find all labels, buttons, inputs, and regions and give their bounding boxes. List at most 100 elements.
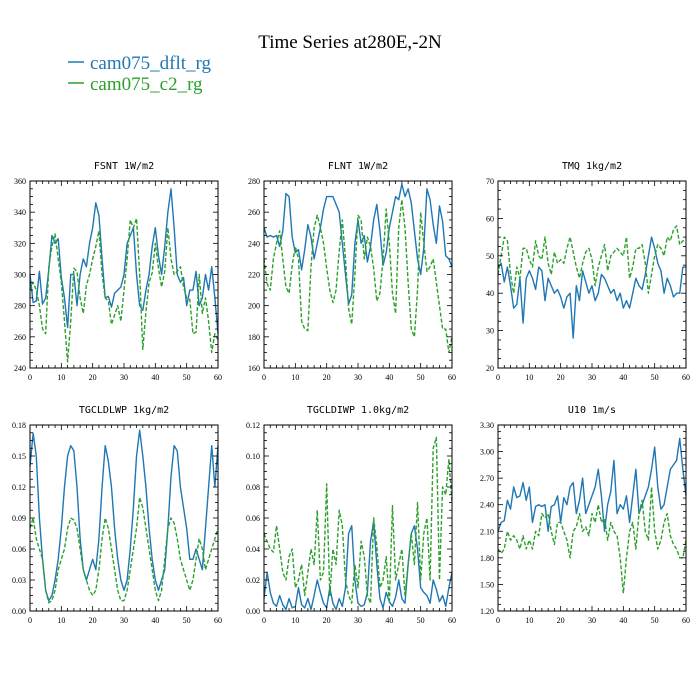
x-tick-label: 0 xyxy=(262,373,266,382)
x-tick-label: 10 xyxy=(525,616,533,625)
y-tick-label: 20 xyxy=(486,364,494,373)
y-tick-label: 200 xyxy=(248,302,260,311)
legend: cam075_dflt_rg cam075_c2_rg xyxy=(68,53,212,95)
y-tick-label: 60 xyxy=(486,214,494,223)
legend-label-dflt: cam075_dflt_rg xyxy=(90,53,212,74)
x-tick-label: 40 xyxy=(151,373,159,382)
x-tick-label: 40 xyxy=(385,616,393,625)
panel-title: FSNT 1W/m2 xyxy=(94,161,154,172)
x-tick-label: 40 xyxy=(619,616,627,625)
panel-title: TMQ 1kg/m2 xyxy=(562,161,622,172)
x-tick-label: 30 xyxy=(120,616,128,625)
x-tick-label: 60 xyxy=(448,373,456,382)
x-tick-label: 20 xyxy=(557,616,565,625)
x-tick-label: 30 xyxy=(588,373,596,382)
y-tick-label: 3.00 xyxy=(480,448,494,457)
y-tick-label: 30 xyxy=(486,327,494,336)
y-tick-label: 0.10 xyxy=(246,452,260,461)
x-tick-label: 50 xyxy=(651,616,659,625)
panel-2: FLNT 1W/m2 0 10 20 30 40 50 60 160 180 200 220 240 26… xyxy=(248,161,456,382)
y-tick-label: 0.03 xyxy=(12,576,26,585)
series-line-cam075_c2_rg xyxy=(29,217,219,363)
panel-title: FLNT 1W/m2 xyxy=(328,161,388,172)
x-tick-label: 30 xyxy=(354,616,362,625)
x-tick-label: 0 xyxy=(28,616,32,625)
y-tick-label: 2.40 xyxy=(480,501,494,510)
x-tick-label: 20 xyxy=(557,373,565,382)
series-line-cam075_dflt_rg xyxy=(497,236,686,339)
y-tick-label: 0.02 xyxy=(246,576,260,585)
y-tick-label: 220 xyxy=(248,271,260,280)
panel-3: TMQ 1kg/m2 0 10 20 30 40 50 60 20 30 40 50 60 70 xyxy=(486,161,690,382)
x-tick-label: 60 xyxy=(682,616,690,625)
y-tick-label: 0.18 xyxy=(12,421,26,430)
x-tick-label: 20 xyxy=(323,373,331,382)
panel-title: TGCLDLWP 1kg/m2 xyxy=(79,405,169,416)
y-tick-label: 0.06 xyxy=(246,514,260,523)
series-line-cam075_c2_rg xyxy=(29,496,219,604)
series-line-cam075_c2_rg xyxy=(497,225,686,294)
figure-title: Time Series at280E,-2N xyxy=(258,32,442,53)
x-tick-label: 50 xyxy=(183,616,191,625)
series-line-cam075_dflt_rg xyxy=(497,437,687,532)
x-tick-label: 60 xyxy=(448,616,456,625)
y-tick-label: 1.20 xyxy=(480,607,494,616)
y-tick-label: 2.10 xyxy=(480,527,494,536)
panel-6: U10 1m/s 0 10 20 30 40 50 60 1.20 1.50 1.80 2.10 2.4… xyxy=(480,405,690,625)
panel-title: U10 1m/s xyxy=(568,405,616,416)
x-tick-label: 10 xyxy=(291,616,299,625)
x-tick-label: 30 xyxy=(588,616,596,625)
y-tick-label: 1.80 xyxy=(480,554,494,563)
y-tick-label: 0.04 xyxy=(246,545,260,554)
y-tick-label: 0.00 xyxy=(246,607,260,616)
x-tick-label: 0 xyxy=(496,616,500,625)
x-tick-label: 20 xyxy=(89,616,97,625)
y-tick-label: 360 xyxy=(14,177,26,186)
x-tick-label: 30 xyxy=(120,373,128,382)
x-tick-label: 40 xyxy=(151,616,159,625)
y-tick-label: 3.30 xyxy=(480,421,494,430)
y-tick-label: 300 xyxy=(14,271,26,280)
y-tick-label: 280 xyxy=(14,302,26,311)
x-tick-label: 10 xyxy=(57,616,65,625)
x-tick-label: 60 xyxy=(682,373,690,382)
y-tick-label: 70 xyxy=(486,177,494,186)
x-tick-label: 20 xyxy=(323,616,331,625)
y-tick-label: 0.06 xyxy=(12,545,26,554)
panel-5: TGCLDIWP 1.0kg/m2 0 10 20 30 40 50 60 0.00 0.02 0.… xyxy=(246,405,456,625)
x-tick-label: 50 xyxy=(651,373,659,382)
y-tick-label: 260 xyxy=(248,208,260,217)
panel-1: FSNT 1W/m2 0 10 20 30 40 50 60 240 260 280 300 320 34… xyxy=(14,161,222,382)
x-tick-label: 40 xyxy=(385,373,393,382)
x-tick-label: 50 xyxy=(417,616,425,625)
y-tick-label: 50 xyxy=(486,252,494,261)
y-tick-label: 0.08 xyxy=(246,483,260,492)
series-line-cam075_dflt_rg xyxy=(29,429,219,602)
y-tick-label: 0.15 xyxy=(12,452,26,461)
legend-label-c2: cam075_c2_rg xyxy=(90,74,203,95)
series-line-cam075_c2_rg xyxy=(263,436,453,604)
x-tick-label: 30 xyxy=(354,373,362,382)
x-tick-label: 60 xyxy=(214,373,222,382)
series-line-cam075_c2_rg xyxy=(497,486,687,594)
y-tick-label: 240 xyxy=(248,239,260,248)
x-tick-label: 60 xyxy=(214,616,222,625)
x-tick-label: 10 xyxy=(525,373,533,382)
x-tick-label: 10 xyxy=(57,373,65,382)
y-tick-label: 340 xyxy=(14,208,26,217)
x-tick-label: 50 xyxy=(183,373,191,382)
y-tick-label: 260 xyxy=(14,333,26,342)
series-line-cam075_c2_rg xyxy=(263,198,453,354)
x-tick-label: 10 xyxy=(291,373,299,382)
y-tick-label: 0.12 xyxy=(246,421,260,430)
y-tick-label: 40 xyxy=(486,289,494,298)
y-tick-label: 2.70 xyxy=(480,474,494,483)
y-tick-label: 1.50 xyxy=(480,580,494,589)
x-tick-label: 40 xyxy=(619,373,627,382)
y-tick-label: 240 xyxy=(14,364,26,373)
x-tick-label: 0 xyxy=(262,616,266,625)
y-tick-label: 0.12 xyxy=(12,483,26,492)
panel-4: TGCLDLWP 1kg/m2 0 10 20 30 40 50 60 0.00 0.03 0.06… xyxy=(12,405,222,625)
